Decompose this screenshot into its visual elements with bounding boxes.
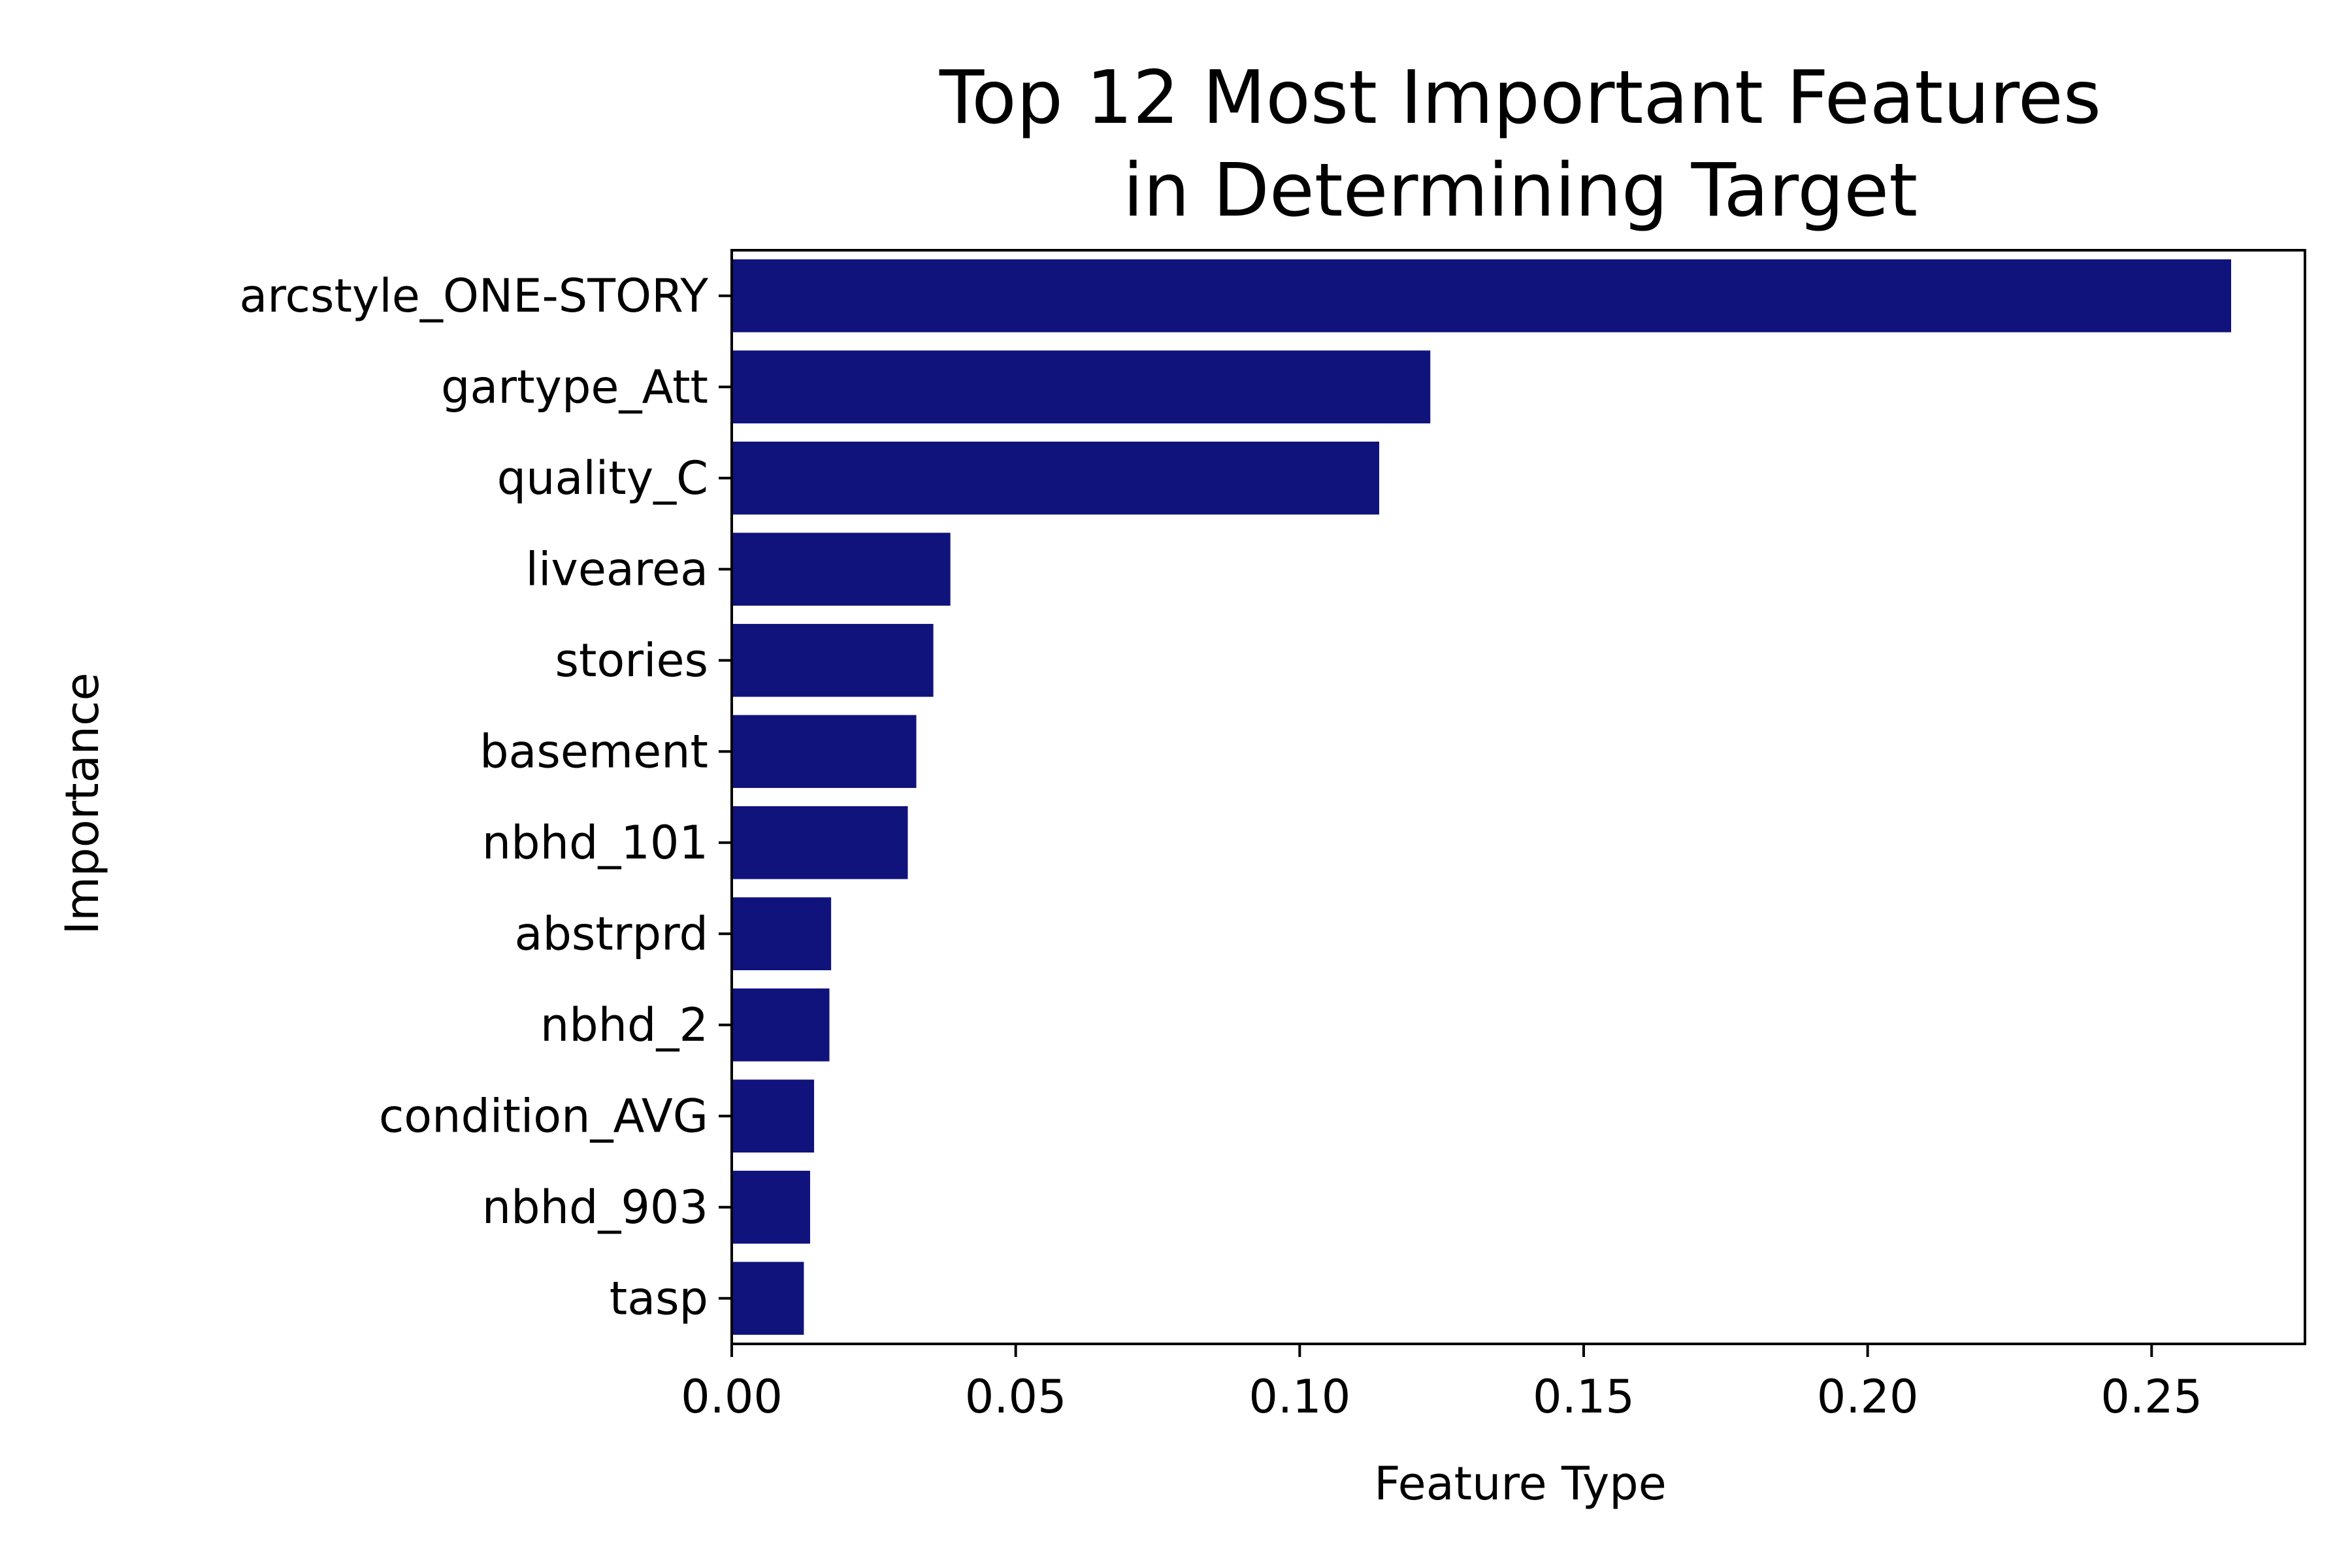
bar-arcstyle-one-story <box>732 259 2231 333</box>
bar-quality-c <box>732 441 1380 515</box>
bar-basement <box>732 715 917 789</box>
chart-title-line-2: in Determining Target <box>1123 148 1918 233</box>
plot-frame <box>730 249 2306 1345</box>
y-tick-label: gartype_Att <box>441 360 708 414</box>
bar-condition-avg <box>732 1079 815 1153</box>
y-tick-label: condition_AVG <box>379 1089 708 1143</box>
y-tick-label: arcstyle_ONE-STORY <box>239 269 708 323</box>
x-tick-label: 0.00 <box>681 1370 783 1424</box>
y-tick-label: nbhd_2 <box>540 998 708 1052</box>
y-tick-label: nbhd_101 <box>482 816 708 870</box>
y-axis-label: Importance <box>56 672 109 934</box>
bar-livearea <box>732 532 951 606</box>
x-tick-label: 0.15 <box>1533 1370 1635 1424</box>
bar-nbhd-101 <box>732 806 908 879</box>
x-tick-label: 0.10 <box>1249 1370 1350 1424</box>
x-axis-ticks: 0.00 0.05 0.10 0.15 0.20 0.25 <box>681 1344 2202 1424</box>
x-axis-label: Feature Type <box>1374 1457 1667 1511</box>
y-tick-label: abstrprd <box>515 907 708 960</box>
bar-nbhd-903 <box>732 1170 810 1244</box>
y-tick-label: livearea <box>526 542 709 596</box>
bars-layer <box>732 259 2231 1335</box>
bar-gartype-att <box>732 350 1431 424</box>
y-tick-label: nbhd_903 <box>482 1181 708 1234</box>
y-tick-label: tasp <box>610 1271 708 1325</box>
x-tick-label: 0.25 <box>2100 1370 2202 1424</box>
y-tick-label: quality_C <box>497 451 708 505</box>
y-tick-label: stories <box>555 634 708 687</box>
bar-stories <box>732 623 934 697</box>
bar-nbhd-2 <box>732 988 830 1062</box>
y-axis-ticks: arcstyle_ONE-STORY gartype_Att quality_Cli… <box>239 269 732 1325</box>
chart-title-line-1: Top 12 Most Important Features <box>939 56 2101 140</box>
x-tick-label: 0.05 <box>965 1370 1067 1424</box>
y-tick-label: basement <box>480 725 708 778</box>
bar-tasp <box>732 1262 804 1335</box>
x-tick-label: 0.20 <box>1817 1370 1919 1424</box>
bar-abstrprd <box>732 897 832 971</box>
